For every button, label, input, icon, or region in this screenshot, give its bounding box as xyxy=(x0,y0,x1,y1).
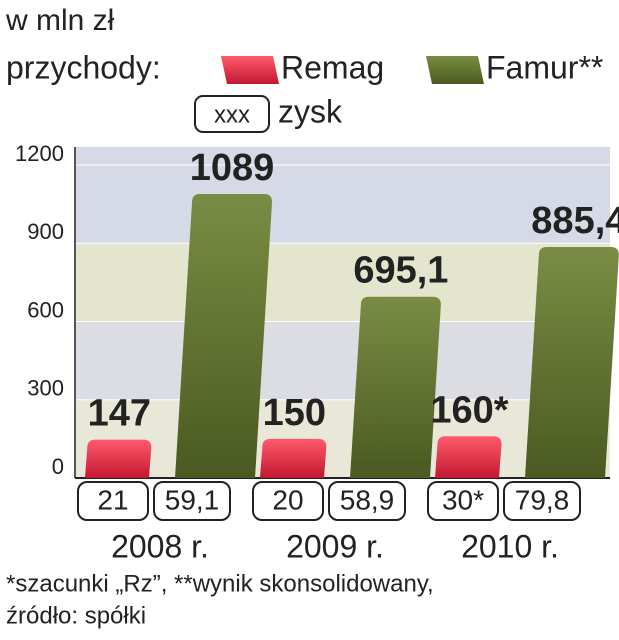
legend-profit-sample: xxx xyxy=(214,101,250,128)
value-label: 160* xyxy=(430,389,508,431)
profit-label: 30* xyxy=(442,484,484,515)
legend-profit-box xyxy=(194,95,270,133)
bar xyxy=(525,247,619,478)
profit-box xyxy=(77,481,149,521)
profit-label: 58,9 xyxy=(340,484,395,515)
legend-swatch xyxy=(221,56,279,84)
profit-box xyxy=(328,481,406,521)
bar xyxy=(175,193,273,478)
bar xyxy=(260,438,327,478)
value-label: 147 xyxy=(88,393,151,435)
y-tick-label: 600 xyxy=(27,297,64,322)
y-tick-label: 1200 xyxy=(15,141,64,166)
legend-label: Famur** xyxy=(486,49,603,85)
profit-label: 79,8 xyxy=(515,484,570,515)
value-label: 695,1 xyxy=(353,250,448,292)
profit-box xyxy=(503,481,581,521)
legend-profit-name: zysk xyxy=(278,93,343,129)
x-tick-label: 2009 r. xyxy=(286,528,384,564)
background-band xyxy=(75,243,610,322)
profit-label: 20 xyxy=(272,484,303,515)
profit-label: 21 xyxy=(97,484,128,515)
y-tick-label: 0 xyxy=(52,454,64,479)
x-tick-label: 2010 r. xyxy=(461,528,559,564)
bar xyxy=(85,439,152,478)
bar xyxy=(435,436,502,478)
footnote: *szacunki „Rz”, **wynik skonsolidowany, xyxy=(6,570,434,597)
bar xyxy=(350,296,441,478)
profit-box xyxy=(427,481,499,521)
y-tick-label: 900 xyxy=(27,219,64,244)
legend-title: przychody: xyxy=(6,49,161,85)
value-label: 1089 xyxy=(190,147,275,189)
profit-label: 59,1 xyxy=(165,484,220,515)
value-label: 150 xyxy=(263,392,326,434)
value-label: 885,4 xyxy=(531,200,619,242)
background-band xyxy=(75,321,610,400)
background-band xyxy=(75,399,610,478)
x-tick-label: 2008 r. xyxy=(111,528,209,564)
y-tick-label: 300 xyxy=(27,376,64,401)
background-band xyxy=(75,147,610,244)
profit-box xyxy=(252,481,324,521)
legend-label: Remag xyxy=(281,49,384,85)
footnote: źródło: spółki xyxy=(6,602,146,629)
profit-box xyxy=(153,481,231,521)
unit-note: w mln zł xyxy=(5,4,115,37)
legend-swatch xyxy=(426,56,484,84)
